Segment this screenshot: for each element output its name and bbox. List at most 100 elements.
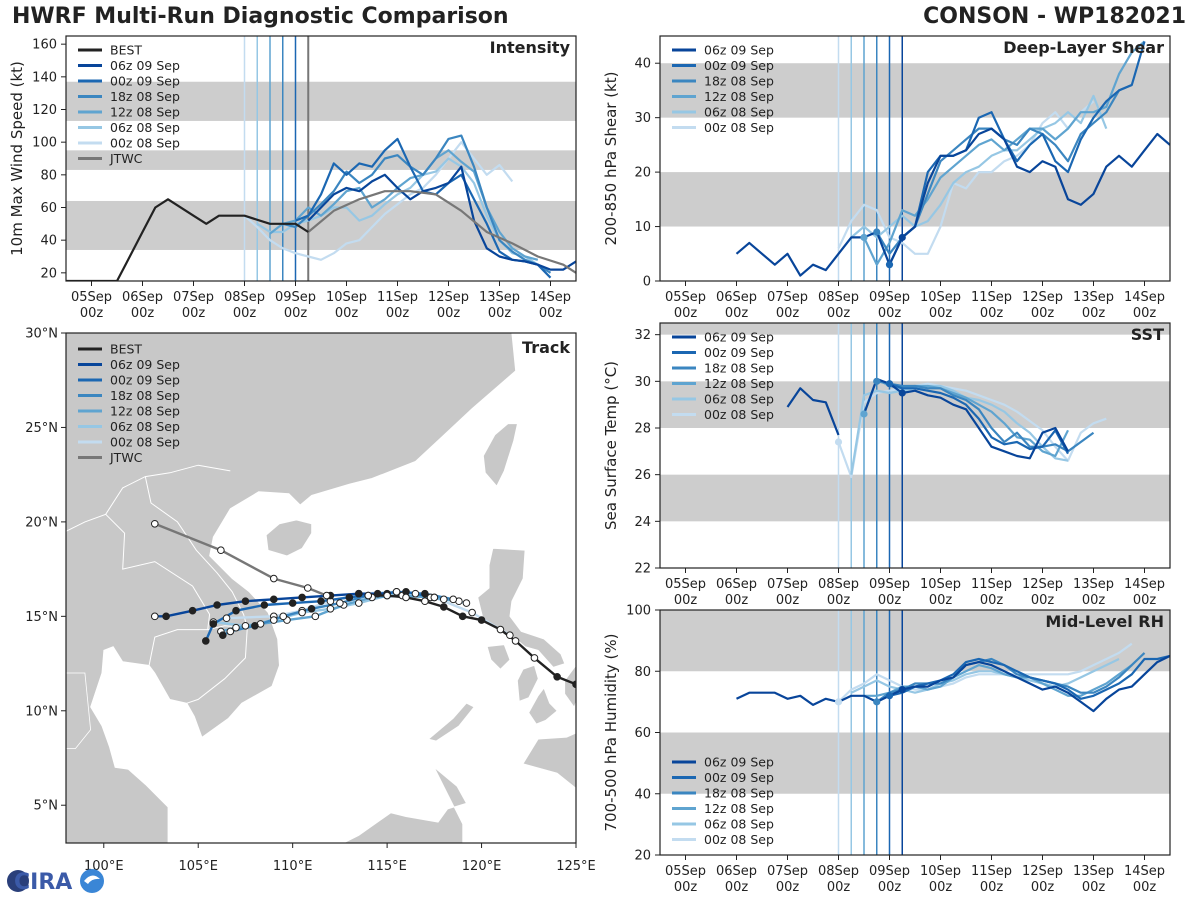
sst-band-0 — [660, 474, 1170, 522]
legend-label-jtwc: JTWC — [109, 450, 143, 465]
track-xtick-label-110: 110°E — [273, 859, 313, 874]
rh-xtick-day-144: 11Sep — [971, 864, 1012, 879]
track-point-12z-08-sep — [232, 623, 240, 632]
legend-label-00z-08-sep: 00z 08 Sep — [110, 435, 180, 450]
legend-label-06z-09-sep: 06z 09 Sep — [110, 58, 180, 73]
track-point-06z-08-sep — [269, 616, 278, 624]
intensity-xtick-hour-0: 00z — [80, 306, 104, 321]
rh-ytick-label-60: 60 — [634, 726, 651, 741]
track-point-00z-09-sep — [201, 637, 210, 645]
cira-logo: CIRA — [7, 869, 104, 895]
shear-xtick-hour-48: 00z — [776, 306, 800, 321]
track-point-06z-09-sep — [213, 601, 221, 609]
legend-label-06z-09-sep: 06z 09 Sep — [704, 43, 774, 58]
intensity-xtick-hour-168: 00z — [437, 306, 461, 321]
sst-series-00z-09-sep — [889, 382, 1069, 455]
intensity-series-06z-08-sep — [256, 157, 539, 266]
track-xtick-label-115: 115°E — [367, 859, 407, 874]
rh-xtick-day-0: 05Sep — [665, 864, 706, 879]
track-point-jtwc — [269, 574, 278, 583]
rh-xtick-hour-144: 00z — [980, 880, 1004, 895]
samar-land — [564, 664, 576, 708]
shear-series-00z-08-sep — [837, 100, 1095, 255]
legend-label-00z-08-sep: 00z 08 Sep — [704, 832, 774, 847]
intensity-xtick-day-0: 05Sep — [71, 290, 112, 305]
legend-label-12z-08-sep: 12z 08 Sep — [110, 105, 180, 120]
shear-ytick-label-10: 10 — [634, 220, 651, 235]
sst-series-06z-09-sep — [786, 387, 840, 436]
sst-xtick-day-96: 09Sep — [869, 577, 910, 592]
intensity-series-18z-08-sep — [282, 134, 552, 274]
sst-xtick-hour-24: 00z — [725, 593, 749, 608]
rh-xtick-day-216: 14Sep — [1124, 864, 1165, 879]
shear-xtick-hour-96: 00z — [878, 306, 902, 321]
rh-ylabel: 700-500 hPa Humidity (%) — [602, 633, 620, 831]
track-ytick-label-20: 20°N — [25, 515, 58, 530]
shear-xtick-hour-168: 00z — [1031, 306, 1055, 321]
intensity-xtick-day-96: 09Sep — [275, 290, 316, 305]
shear-ylabel: 200-850 hPa Shear (kt) — [602, 72, 620, 246]
shear-series-06z-08-sep — [850, 94, 1108, 239]
intensity-series-06z-09-sep — [307, 165, 576, 271]
track-frame — [65, 332, 577, 844]
track-point-06z-09-sep — [188, 606, 197, 615]
shear-ytick-label-0: 0 — [643, 275, 651, 290]
rh-marker-06z-09-sep — [898, 686, 906, 694]
shear-xtick-day-120: 10Sep — [920, 290, 961, 305]
rh-ytick-label-40: 40 — [634, 787, 651, 802]
legend-label-00z-08-sep: 00z 08 Sep — [704, 407, 774, 422]
country-border — [105, 513, 248, 631]
sst-xtick-hour-144: 00z — [980, 593, 1004, 608]
sst-xtick-hour-72: 00z — [827, 593, 851, 608]
sst-xtick-day-0: 05Sep — [665, 577, 706, 592]
sst-ytick-label-22: 22 — [634, 562, 651, 577]
shear-xtick-day-216: 14Sep — [1124, 290, 1165, 305]
rh-xtick-day-192: 13Sep — [1073, 864, 1114, 879]
rh-xtick-hour-24: 00z — [725, 880, 749, 895]
shear-xtick-hour-120: 00z — [929, 306, 953, 321]
track-point-06z-08-sep — [439, 595, 448, 604]
rh-ytick-label-100: 100 — [626, 604, 651, 619]
shear-xtick-hour-192: 00z — [1082, 306, 1106, 321]
sst-marker-00z-08-sep — [834, 438, 843, 446]
track-point-00z-09-sep — [209, 620, 218, 628]
intensity-title: Intensity — [490, 38, 571, 57]
shear-xtick-hour-216: 00z — [1133, 306, 1157, 321]
panay-land — [516, 664, 539, 702]
intensity-ytick-label-20: 20 — [40, 266, 57, 281]
track-point-06z-09-sep — [241, 597, 250, 606]
legend-label-00z-09-sep: 00z 09 Sep — [110, 373, 180, 388]
track-point-06z-08-sep — [326, 604, 335, 613]
intensity-xtick-day-72: 08Sep — [224, 290, 265, 305]
intensity-series-12z-08-sep — [269, 149, 539, 261]
negros-cebu-land — [528, 687, 558, 725]
track-xtick-label-125: 125°E — [556, 859, 596, 874]
track-point-18z-08-sep — [251, 621, 259, 630]
shear-series-12z-08-sep — [863, 40, 1146, 266]
track-title: Track — [522, 338, 570, 357]
intensity-ytick-label-160: 160 — [32, 38, 57, 53]
track-point-06z-08-sep — [354, 599, 363, 607]
track-point-18z-08-sep — [218, 631, 227, 640]
shear-marker-06z-09-sep — [898, 233, 906, 242]
track-point-18z-08-sep — [421, 589, 429, 598]
sst-frame — [659, 322, 1171, 569]
logo-swirl-icon — [80, 869, 104, 893]
rh-xtick-day-120: 10Sep — [920, 864, 961, 879]
sst-ylabel: Sea Surface Temp (°C) — [602, 361, 620, 530]
intensity-xtick-hour-72: 00z — [233, 306, 257, 321]
intensity-band-2 — [66, 81, 576, 121]
legend-label-06z-09-sep: 06z 09 Sep — [110, 357, 180, 372]
intensity-xtick-day-48: 07Sep — [173, 290, 214, 305]
rh-series-06z-08-sep — [850, 658, 1120, 694]
legend-label-18z-08-sep: 18z 08 Sep — [704, 786, 774, 801]
country-border — [186, 627, 248, 704]
sst-xtick-day-192: 13Sep — [1073, 577, 1114, 592]
track-ytick-label-30: 30°N — [25, 327, 58, 342]
track-ytick-label-15: 15°N — [25, 610, 58, 625]
rh-xtick-day-24: 06Sep — [716, 864, 757, 879]
sst-marker-06z-09-sep — [898, 389, 906, 397]
